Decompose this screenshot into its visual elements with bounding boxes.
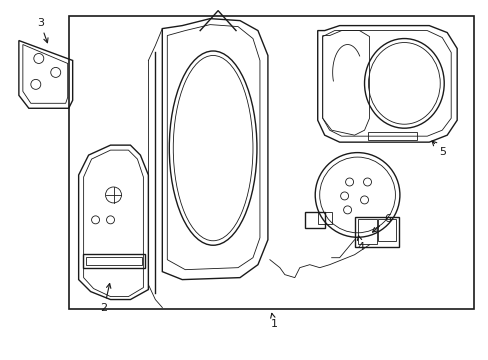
Bar xyxy=(82,254,145,268)
Text: 4: 4 xyxy=(357,235,364,252)
Bar xyxy=(68,15,473,310)
Text: 2: 2 xyxy=(101,284,111,314)
Text: 1: 1 xyxy=(270,313,277,329)
Bar xyxy=(357,219,377,244)
Text: 5: 5 xyxy=(431,141,446,157)
Bar xyxy=(354,217,399,247)
Bar xyxy=(85,257,142,265)
Bar xyxy=(367,132,416,140)
Bar xyxy=(304,212,324,228)
Text: 3: 3 xyxy=(37,18,48,43)
Text: 6: 6 xyxy=(372,214,391,232)
Bar xyxy=(317,212,331,224)
Bar xyxy=(378,219,396,241)
